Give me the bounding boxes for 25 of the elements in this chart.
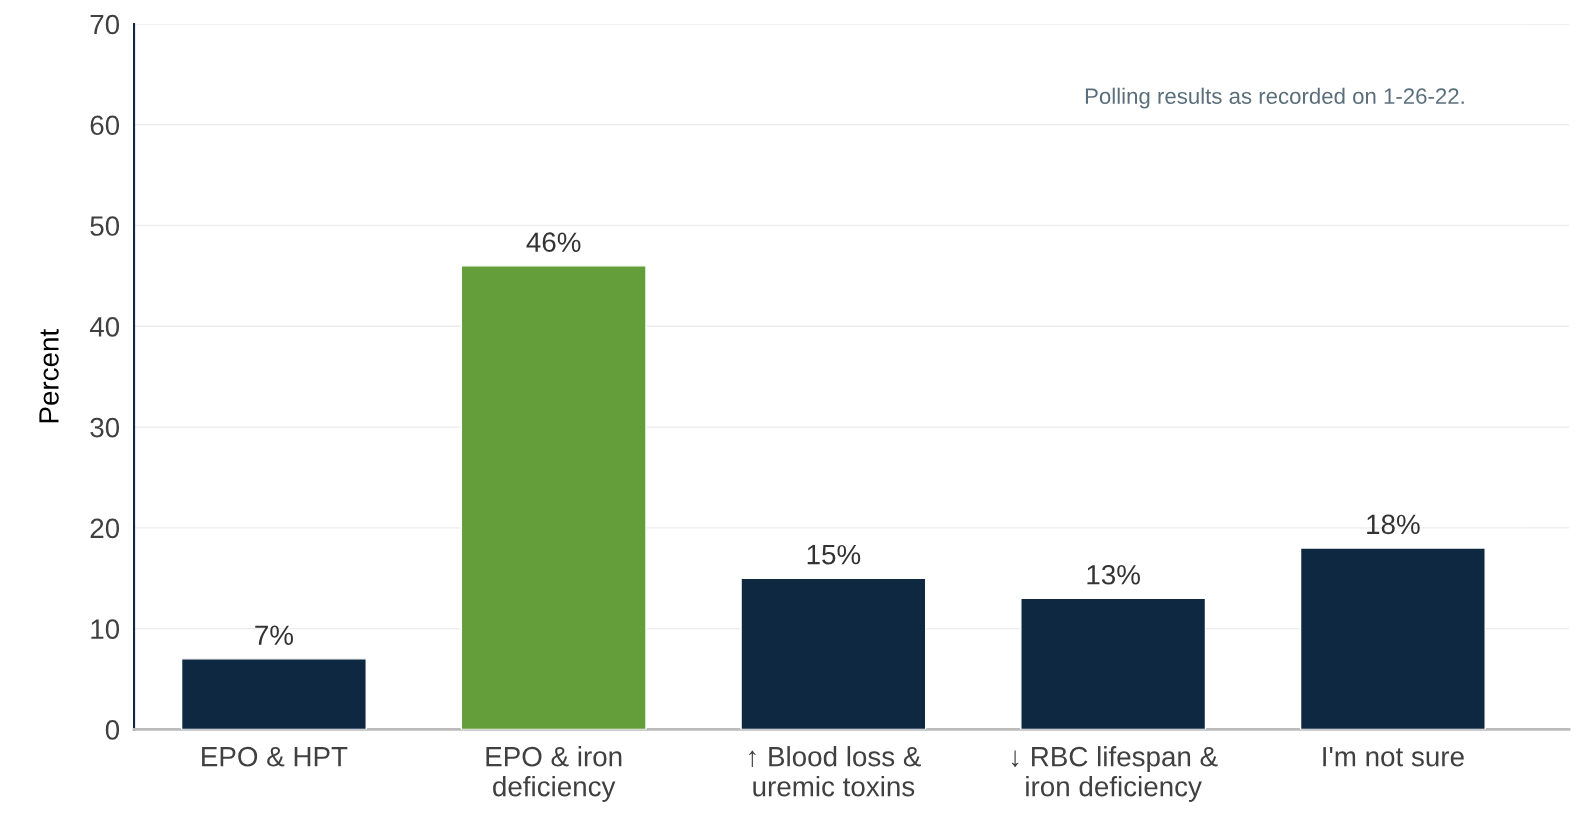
bar [740,577,927,730]
y-tick-label: 0 [105,720,120,740]
data-label: 7% [255,625,293,645]
bar [1020,597,1207,730]
y-tick-label: 70 [90,14,120,35]
x-tick-label: EPO & iron deficiency [486,746,622,802]
data-label: 13% [1087,564,1140,585]
y-tick-label: 20 [90,518,120,539]
x-tick-label: ↓ RBC lifespan & iron deficiency [1011,746,1218,802]
y-tick-label: 40 [89,316,120,337]
bar [180,658,367,730]
x-tick-label: ↑ Blood loss & uremic toxins [749,746,921,797]
data-label: 46% [526,232,581,253]
x-tick-label: I'm not sure [1323,747,1464,767]
y-tick-label: 60 [90,115,120,136]
bar [460,265,647,730]
data-label: 15% [807,544,861,565]
bar [1299,547,1486,730]
y-axis-title: Percent [39,329,59,423]
y-tick-label: 30 [90,417,120,438]
y-tick-label: 50 [90,216,120,236]
x-tick-label: EPO & HPT [202,746,348,767]
annotation: Polling results as recorded on 1-26-22. [1085,87,1464,109]
y-tick-label: 10 [91,619,120,639]
data-label: 18% [1367,514,1420,535]
